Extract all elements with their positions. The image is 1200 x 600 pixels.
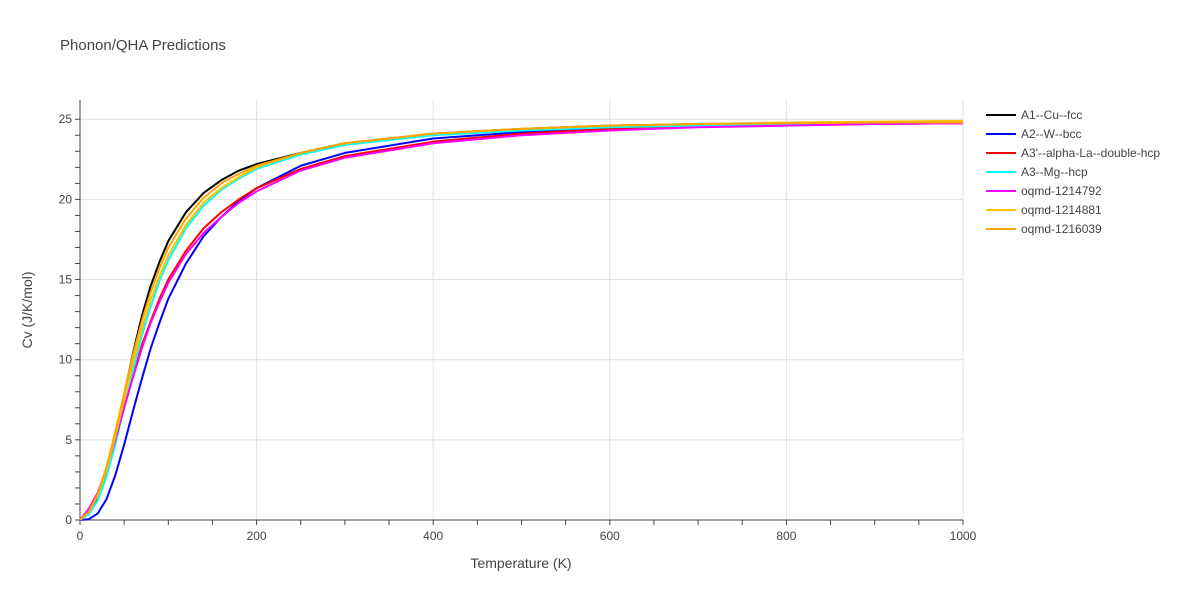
y-tick-label: 20 [59, 192, 73, 206]
series-line-3 [79, 122, 964, 521]
legend[interactable]: A1--Cu--fcc A2--W--bcc A3'--alpha-La--doub… [986, 108, 1160, 236]
legend-item-1[interactable]: A1--Cu--fcc [986, 108, 1082, 122]
x-axis-title: Temperature (K) [470, 555, 571, 571]
x-tick-label: 0 [77, 529, 84, 543]
x-tick-label: 600 [600, 529, 620, 543]
x-tick-label: 800 [776, 529, 796, 543]
tick-labels: 0 200 400 600 800 1000 0 5 10 15 20 25 [59, 112, 977, 543]
y-tick-label: 10 [59, 353, 73, 367]
y-tick-label: 5 [65, 433, 72, 447]
legend-label: A3--Mg--hcp [1021, 165, 1088, 179]
chart-title: Phonon/QHA Predictions [60, 37, 226, 54]
series-line-5 [79, 122, 964, 521]
grid [80, 100, 964, 520]
x-tick-label: 1000 [950, 529, 977, 543]
x-tick-label: 400 [423, 529, 443, 543]
series-line-2 [79, 121, 964, 521]
legend-label: oqmd-1214792 [1021, 184, 1102, 198]
legend-label: oqmd-1214881 [1021, 203, 1102, 217]
legend-item-4[interactable]: A3--Mg--hcp [986, 165, 1088, 179]
axes [75, 100, 964, 525]
legend-item-7[interactable]: oqmd-1216039 [986, 222, 1102, 236]
legend-label: A1--Cu--fcc [1021, 108, 1082, 122]
series-line-1 [79, 121, 963, 521]
legend-label: oqmd-1216039 [1021, 222, 1102, 236]
y-tick-label: 15 [59, 273, 73, 287]
legend-label: A2--W--bcc [1021, 127, 1081, 141]
y-tick-label: 25 [59, 112, 73, 126]
series-line-4 [79, 121, 964, 521]
legend-item-3[interactable]: A3'--alpha-La--double-hcp [986, 146, 1160, 160]
series-line-6 [79, 119, 964, 521]
plot-area [79, 119, 964, 521]
x-tick-label: 200 [247, 529, 267, 543]
y-axis-title: Cv (J/K/mol) [19, 272, 35, 349]
series-line-7 [79, 121, 963, 521]
legend-label: A3'--alpha-La--double-hcp [1021, 146, 1160, 160]
legend-item-5[interactable]: oqmd-1214792 [986, 184, 1102, 198]
legend-item-2[interactable]: A2--W--bcc [986, 127, 1081, 141]
legend-item-6[interactable]: oqmd-1214881 [986, 203, 1102, 217]
y-tick-label: 0 [65, 513, 72, 527]
